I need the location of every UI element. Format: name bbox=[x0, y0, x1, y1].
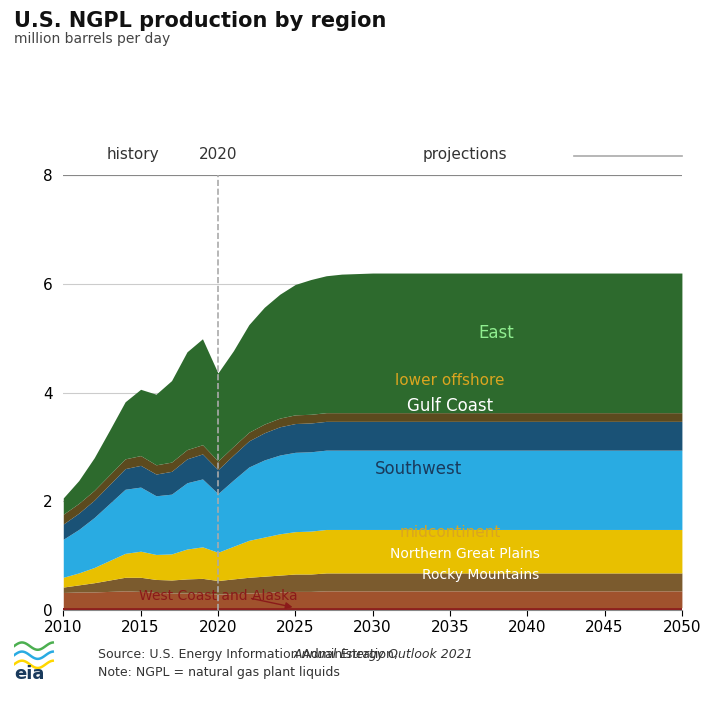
Text: East: East bbox=[479, 324, 514, 342]
Text: projections: projections bbox=[423, 147, 508, 162]
Text: U.S. NGPL production by region: U.S. NGPL production by region bbox=[14, 11, 387, 31]
Text: Rocky Mountains: Rocky Mountains bbox=[423, 568, 539, 582]
Text: Annual Energy Outlook 2021: Annual Energy Outlook 2021 bbox=[294, 648, 474, 662]
Text: Source: U.S. Energy Information Administration,: Source: U.S. Energy Information Administ… bbox=[98, 648, 402, 662]
Text: West Coast and Alaska: West Coast and Alaska bbox=[138, 590, 297, 604]
Text: Southwest: Southwest bbox=[375, 460, 463, 477]
Text: Northern Great Plains: Northern Great Plains bbox=[390, 547, 541, 562]
Text: history: history bbox=[107, 147, 159, 162]
Text: eia: eia bbox=[14, 665, 44, 683]
Text: million barrels per day: million barrels per day bbox=[14, 32, 170, 46]
Text: midcontinent: midcontinent bbox=[399, 525, 501, 540]
Text: Note: NGPL = natural gas plant liquids: Note: NGPL = natural gas plant liquids bbox=[98, 666, 340, 679]
Text: 2020: 2020 bbox=[199, 147, 237, 162]
Text: Gulf Coast: Gulf Coast bbox=[407, 397, 493, 415]
Text: lower offshore: lower offshore bbox=[395, 373, 505, 388]
